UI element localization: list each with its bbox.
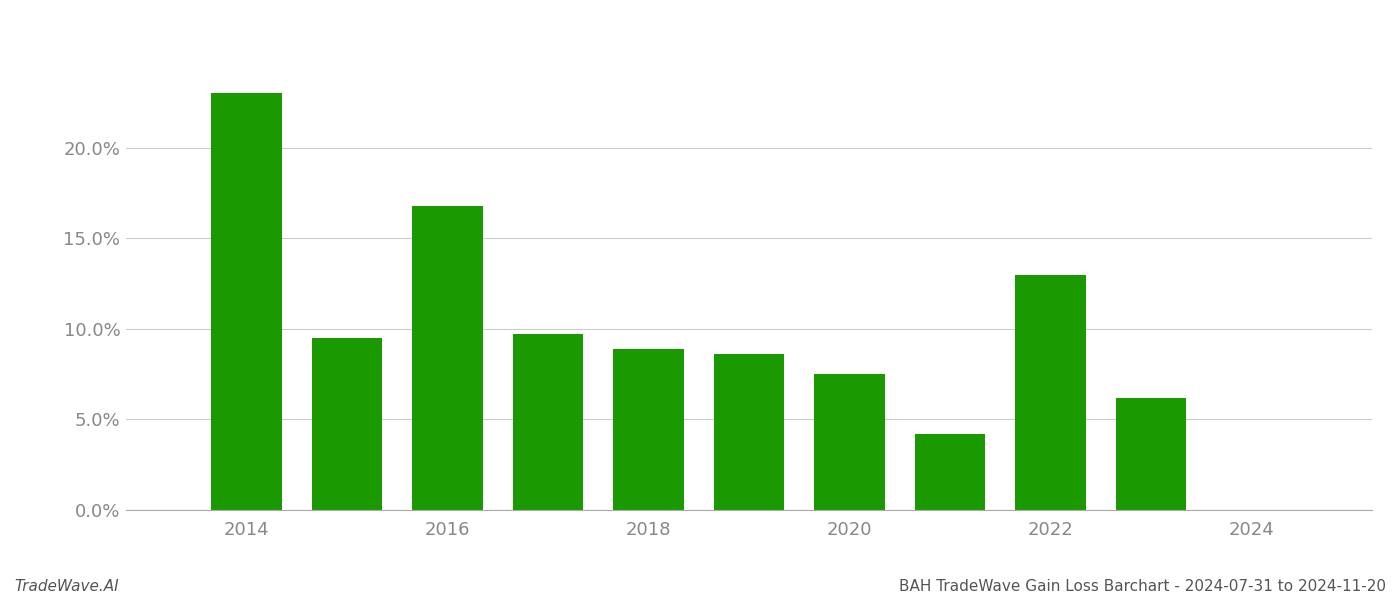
Bar [1015, 275, 1085, 510]
Bar [312, 338, 382, 510]
Bar [512, 334, 584, 510]
Text: BAH TradeWave Gain Loss Barchart - 2024-07-31 to 2024-11-20: BAH TradeWave Gain Loss Barchart - 2024-… [899, 579, 1386, 594]
Bar [413, 206, 483, 510]
Bar [211, 94, 281, 510]
Bar [815, 374, 885, 510]
Text: TradeWave.AI: TradeWave.AI [14, 579, 119, 594]
Bar [714, 354, 784, 510]
Bar [613, 349, 683, 510]
Bar [1116, 398, 1186, 510]
Bar [914, 434, 986, 510]
